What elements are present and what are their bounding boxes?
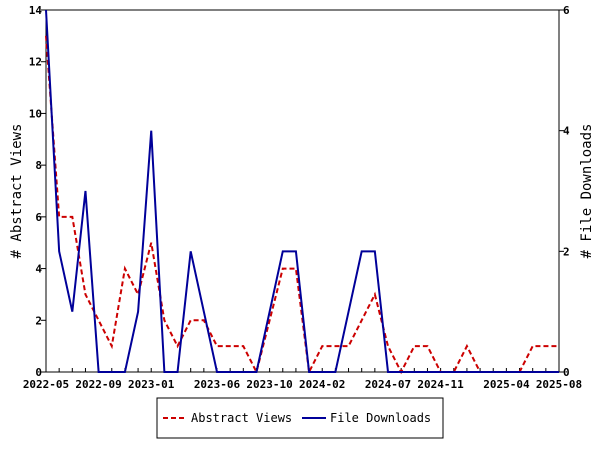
left-tick-label: 2 bbox=[35, 314, 42, 327]
legend-label-file-downloads: File Downloads bbox=[330, 411, 431, 425]
plot-area bbox=[45, 9, 560, 373]
x-tick-label: 2023-01 bbox=[128, 378, 175, 391]
left-y-axis: 0 2 4 6 8 10 12 14 bbox=[29, 4, 46, 379]
right-axis-title: # File Downloads bbox=[579, 124, 595, 259]
right-y-axis: 0 2 4 6 bbox=[559, 4, 570, 379]
x-tick-label: 2022-09 bbox=[75, 378, 121, 391]
series-line-file-downloads bbox=[45, 9, 559, 373]
x-tick-label: 2024-07 bbox=[365, 378, 411, 391]
legend: Abstract Views File Downloads bbox=[156, 397, 444, 439]
right-tick-label: 2 bbox=[563, 245, 570, 258]
x-tick-label: 2022-05 bbox=[23, 378, 69, 391]
x-tick-label: 2025-08 bbox=[536, 378, 582, 391]
plot-border bbox=[45, 9, 560, 373]
left-tick-label: 8 bbox=[35, 159, 42, 172]
left-tick-label: 4 bbox=[35, 263, 42, 276]
x-tick-label: 2023-10 bbox=[246, 378, 292, 391]
x-tick-label: 2025-04 bbox=[483, 378, 530, 391]
legend-label-abstract-views: Abstract Views bbox=[191, 411, 292, 425]
series-layer bbox=[45, 9, 559, 376]
right-tick-label: 4 bbox=[563, 125, 570, 138]
left-axis-title: # Abstract Views bbox=[9, 124, 25, 259]
legend-box bbox=[156, 397, 444, 439]
right-tick-label: 6 bbox=[563, 4, 570, 17]
x-tick-label: 2023-06 bbox=[194, 378, 241, 391]
left-tick-label: 14 bbox=[29, 4, 43, 17]
x-axis: 2022-05 2022-09 2023-01 2023-06 2023-10 2024-… bbox=[23, 368, 582, 391]
left-tick-label: 10 bbox=[29, 107, 42, 120]
left-tick-label: 12 bbox=[29, 56, 42, 69]
left-tick-label: 0 bbox=[35, 366, 42, 379]
right-tick-label: 0 bbox=[563, 366, 570, 379]
left-tick-label: 6 bbox=[35, 211, 42, 224]
series-line-abstract-views bbox=[45, 35, 559, 376]
x-tick-label: 2024-02 bbox=[299, 378, 345, 391]
x-tick-label: 2024-11 bbox=[417, 378, 464, 391]
